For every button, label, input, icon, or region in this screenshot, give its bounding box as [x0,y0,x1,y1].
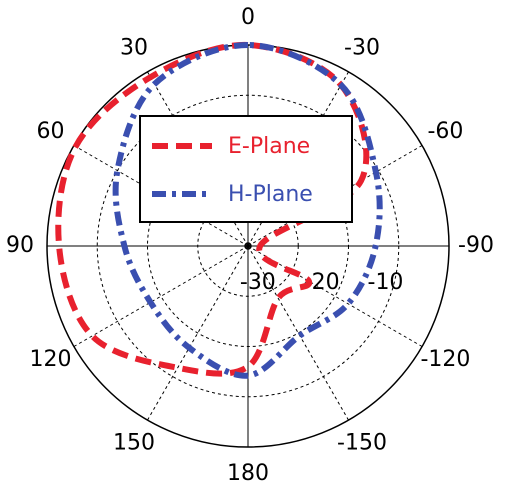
legend-label: H-Plane [228,182,313,207]
legend-label: E-Plane [228,134,310,159]
series-line [112,41,383,379]
theta-tick-label: 180 [227,461,269,486]
theta-tick-label: -60 [427,119,463,144]
theta-tick-label: 0 [241,5,255,30]
legend: E-Plane H-Plane [139,115,353,223]
theta-tick-label: -30 [344,36,380,61]
legend-box [139,115,353,223]
r-tick-label: -30 [240,270,276,295]
theta-tick-label: -150 [337,430,387,455]
center-mark [244,242,252,250]
theta-tick-label: 60 [37,119,65,144]
grid-spoke [73,245,249,347]
theta-tick-label: 30 [120,36,148,61]
r-tick-label: -10 [368,270,404,295]
theta-tick-label: 120 [30,347,72,372]
theta-tick-label: 90 [6,233,34,258]
series-line [55,41,370,377]
theta-tick-label: -120 [420,347,470,372]
theta-tick-label: -90 [458,233,494,258]
theta-tick-label: 150 [113,430,155,455]
